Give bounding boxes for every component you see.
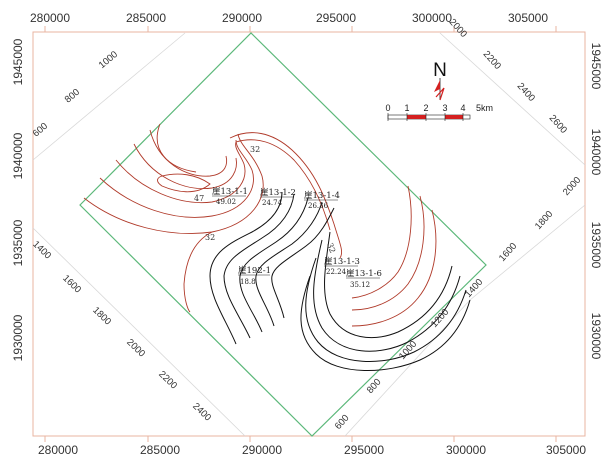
grid-label: 1800	[533, 209, 555, 232]
right-y-tick: 1940000	[589, 129, 603, 176]
grid-label: 1800	[90, 305, 113, 328]
well[interactable]: 崖13-1-1 49.02	[212, 187, 248, 206]
scale-unit: 5km	[476, 103, 493, 113]
grid-label: 1600	[60, 273, 83, 296]
north-arrow: N	[433, 60, 447, 101]
grid-label: 1000	[97, 49, 120, 71]
scale-tick-label: 4	[460, 103, 465, 113]
north-label: N	[433, 60, 447, 81]
well-value: 49.02	[216, 198, 236, 206]
survey-boundary	[79, 32, 487, 437]
bottom-x-tick: 305000	[546, 443, 586, 457]
grid-label: 600	[333, 413, 352, 432]
well-value: 24.74	[262, 199, 283, 207]
red-contours	[83, 123, 437, 327]
bottom-x-tick: 295000	[344, 443, 384, 457]
grid-labels-upper-right: 2000 2200 2400 2600 2000	[447, 17, 584, 198]
grid-label: 2000	[447, 17, 469, 40]
well[interactable]: 崖13-1-4 26.36	[304, 191, 340, 210]
scale-tick-label: 0	[385, 103, 390, 113]
well-name: 崖13-1-3	[324, 257, 360, 267]
right-y-ticks: 1945000 1940000 1935000 1930000	[589, 43, 603, 360]
grid-label: 1400	[463, 277, 485, 300]
grid-label: 2400	[190, 401, 213, 424]
well-name: 崖13-1-1	[212, 187, 248, 197]
left-y-ticks: 1945000 1940000 1935000 1930000	[11, 38, 25, 361]
top-x-tick: 280000	[30, 11, 70, 25]
grid-label: 800	[365, 377, 384, 396]
grid-label: 1400	[30, 239, 53, 262]
scale-tick-label: 3	[442, 103, 447, 113]
grid-label: 2000	[561, 175, 583, 198]
grid-label: 2200	[156, 369, 179, 392]
well-markers: 崖13-1-1 49.02 崖13-1-2 24.74 崖13-1-4 26.3…	[212, 187, 382, 289]
left-y-tick: 1945000	[11, 38, 25, 85]
frame-ticks	[44, 26, 557, 442]
grid-label: 1600	[497, 241, 519, 264]
top-x-tick: 300000	[412, 11, 452, 25]
well-name: 崖13-1-4	[304, 191, 340, 201]
grid-labels-lower-left: 1400 1600 1800 2000 2200 2400	[30, 239, 213, 424]
scale-tick-label: 2	[423, 103, 428, 113]
grid-label: 2200	[481, 49, 503, 72]
bottom-x-ticks: 280000 285000 290000 295000 300000 30500…	[38, 443, 586, 457]
right-y-tick: 1935000	[589, 222, 603, 269]
well[interactable]: 崖13-1-3 22.24	[324, 257, 360, 276]
grid-label: 600	[31, 121, 50, 140]
left-y-tick: 1940000	[11, 132, 25, 179]
well-name: 崖13-1-6	[346, 269, 382, 279]
top-x-ticks: 280000 285000 290000 295000 300000 30500…	[30, 11, 548, 25]
left-y-tick: 1930000	[11, 314, 25, 361]
left-y-tick: 1935000	[11, 219, 25, 266]
well-name: 崖13-1-2	[260, 188, 296, 198]
top-x-tick: 295000	[316, 11, 356, 25]
well[interactable]: 崖13-1-2 24.74	[260, 188, 296, 207]
bottom-x-tick: 300000	[446, 443, 486, 457]
grid-labels-upper-left: 600 800 1000	[31, 49, 120, 139]
contour-labels: 47 32 32 32	[194, 145, 337, 254]
bottom-x-tick: 290000	[242, 443, 282, 457]
well-name: 崖192-1	[238, 266, 271, 276]
top-x-tick: 305000	[508, 11, 548, 25]
rotated-grid-border	[32, 32, 586, 437]
contour-label: 47	[194, 194, 204, 203]
contour-label: 32	[250, 145, 260, 154]
grid-label: 2600	[547, 113, 569, 136]
well-value: 35.12	[350, 281, 370, 289]
well-value: 18.8	[240, 278, 256, 286]
well[interactable]: 崖192-1 18.8	[238, 266, 271, 286]
black-contours	[209, 191, 471, 372]
contour-label: 32	[205, 233, 215, 242]
top-x-tick: 290000	[222, 11, 262, 25]
right-y-tick: 1930000	[589, 313, 603, 360]
scale-bar: 0 1 2 3 4 5km	[385, 103, 493, 121]
grid-label: 800	[63, 87, 82, 106]
north-arrow-icon	[434, 78, 445, 101]
contour-label: 32	[325, 242, 337, 255]
bottom-x-tick: 285000	[140, 443, 180, 457]
bottom-x-tick: 280000	[38, 443, 78, 457]
right-y-tick: 1945000	[589, 43, 603, 90]
well-value: 22.24	[326, 268, 347, 276]
grid-label: 2400	[515, 81, 537, 104]
well-value: 26.36	[308, 202, 329, 210]
scale-tick-label: 1	[404, 103, 409, 113]
grid-label: 2000	[124, 337, 147, 360]
map-frame	[32, 31, 586, 437]
well[interactable]: 崖13-1-6 35.12	[346, 269, 382, 289]
top-x-tick: 285000	[126, 11, 166, 25]
